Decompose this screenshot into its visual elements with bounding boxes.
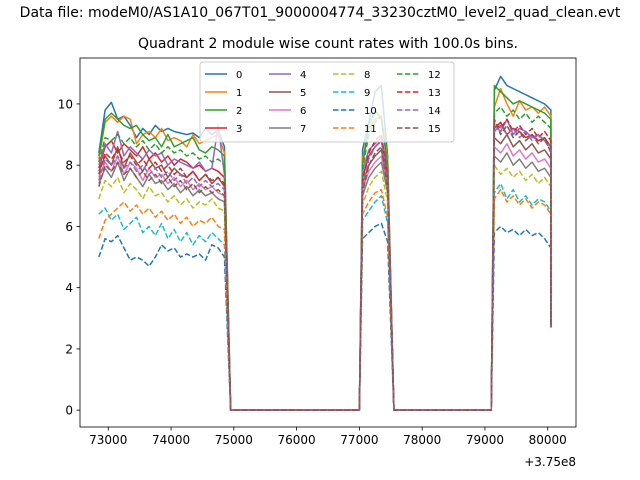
series-line-12 bbox=[98, 106, 552, 411]
axis-ticks: 73000 74000 75000 76000 77000 78000 79000 80000… bbox=[58, 97, 567, 447]
legend-label-15: 15 bbox=[428, 124, 441, 135]
x-tick-label: 74000 bbox=[152, 433, 190, 447]
x-tick-label: 80000 bbox=[529, 433, 567, 447]
series-line-11 bbox=[98, 188, 552, 411]
series-layer bbox=[98, 75, 552, 411]
legend-label-1: 1 bbox=[236, 88, 242, 99]
x-tick-label: 76000 bbox=[278, 433, 316, 447]
legend-box bbox=[199, 61, 455, 143]
series-line-14 bbox=[98, 124, 552, 411]
y-tick-label: 10 bbox=[58, 97, 73, 111]
chart-title: Quadrant 2 module wise count rates with … bbox=[138, 36, 518, 52]
series-line-6 bbox=[98, 142, 552, 411]
y-tick-label: 2 bbox=[65, 342, 73, 356]
legend-label-14: 14 bbox=[428, 106, 441, 117]
y-tick-label: 8 bbox=[65, 159, 73, 173]
x-tick-label: 79000 bbox=[466, 433, 504, 447]
x-tick-label: 73000 bbox=[89, 433, 127, 447]
series-line-4 bbox=[98, 118, 552, 411]
legend-label-10: 10 bbox=[364, 106, 377, 117]
legend-label-12: 12 bbox=[428, 70, 441, 81]
figure-suptitle: Data file: modeM0/AS1A10_067T01_90000047… bbox=[19, 5, 621, 21]
series-line-10 bbox=[98, 222, 552, 411]
y-tick-label: 4 bbox=[65, 281, 73, 295]
y-tick-label: 6 bbox=[65, 220, 73, 234]
series-line-15 bbox=[98, 118, 552, 411]
legend-label-3: 3 bbox=[236, 124, 242, 135]
legend-label-6: 6 bbox=[300, 106, 306, 117]
plot-area-frame bbox=[79, 57, 577, 428]
series-line-8 bbox=[98, 164, 552, 411]
legend-label-11: 11 bbox=[364, 124, 377, 135]
series-line-7 bbox=[98, 152, 552, 411]
y-tick-label: 0 bbox=[65, 404, 73, 418]
legend-label-2: 2 bbox=[236, 106, 242, 117]
x-tick-label: 77000 bbox=[340, 433, 378, 447]
x-tick-label: 78000 bbox=[403, 433, 441, 447]
legend-label-5: 5 bbox=[300, 88, 306, 99]
legend-label-9: 9 bbox=[364, 88, 370, 99]
x-tick-label: 75000 bbox=[215, 433, 253, 447]
series-line-5 bbox=[98, 133, 552, 411]
legend-label-13: 13 bbox=[428, 88, 441, 99]
legend-label-4: 4 bbox=[300, 70, 306, 81]
legend-label-8: 8 bbox=[364, 70, 370, 81]
legend-label-0: 0 bbox=[236, 70, 242, 81]
x-axis-offset-label: +3.75e8 bbox=[524, 455, 576, 469]
legend-label-7: 7 bbox=[300, 124, 306, 135]
